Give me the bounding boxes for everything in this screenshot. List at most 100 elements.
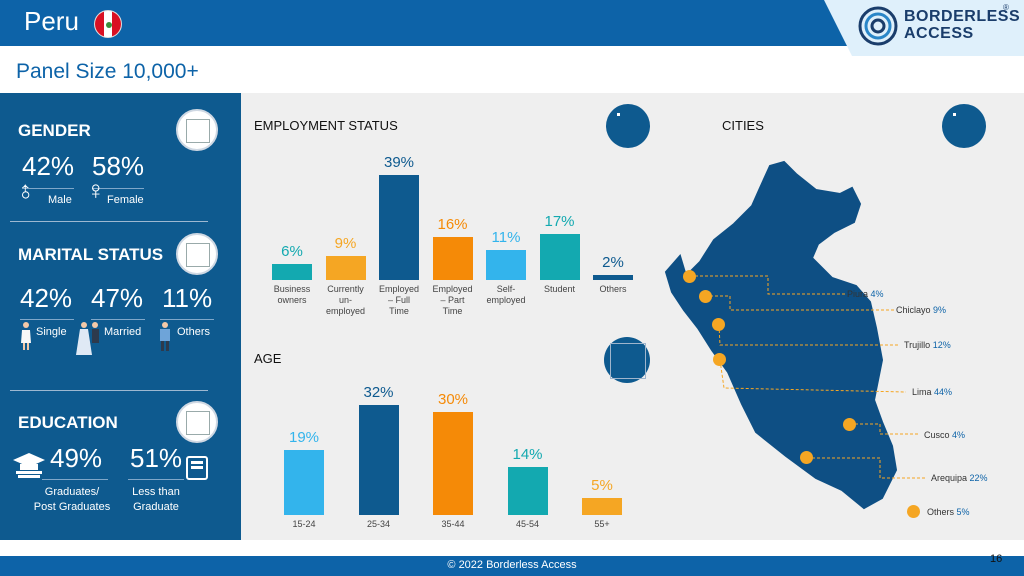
employment-image-placeholder — [606, 104, 650, 148]
employment-value-label: 39% — [383, 154, 415, 171]
city-dot-others — [907, 505, 920, 518]
age-category-label: 55+ — [594, 519, 610, 529]
others-label: Others — [177, 326, 211, 338]
age-category-label: 35-44 — [441, 519, 465, 529]
gender-image-placeholder — [176, 109, 218, 151]
city-label-trujillo: Trujillo 12% — [904, 340, 951, 350]
divider — [10, 221, 208, 222]
city-label-chiclayo: Chiclayo 9% — [896, 305, 947, 315]
age-category-label: 25-34 — [366, 519, 391, 529]
less-underline — [128, 479, 184, 480]
others-underline — [160, 319, 214, 320]
employment-value-label: 11% — [491, 229, 521, 246]
age-image-placeholder — [604, 337, 650, 383]
less-than-graduate-percent: 51% — [130, 443, 183, 473]
employment-value-label: 17% — [544, 213, 575, 230]
country-title: Peru — [24, 6, 79, 36]
employment-category-label: Student — [543, 284, 576, 294]
city-label-others: Others 5% — [927, 507, 970, 517]
graduates-percent: 49% — [50, 443, 103, 473]
employment-value-label: 2% — [602, 254, 624, 271]
married-percent: 47% — [91, 283, 144, 313]
age-chart-title: AGE — [254, 351, 282, 366]
female-percent: 58% — [92, 151, 145, 181]
others-person-icon — [160, 322, 170, 351]
graduation-cap-icon — [13, 453, 45, 478]
employment-category-label: Employed – Part Time — [432, 284, 473, 316]
employment-chart-title: EMPLOYMENT STATUS — [254, 118, 398, 133]
single-woman-icon — [21, 322, 31, 350]
city-dot-cusco — [843, 418, 856, 431]
city-label-lima: Lima 44% — [912, 387, 953, 397]
city-dot-chiclayo — [699, 290, 712, 303]
married-label: Married — [104, 326, 142, 338]
employment-category-label: Others — [599, 284, 627, 294]
age-value-label: 30% — [437, 391, 469, 408]
less-than-graduate-label: Less than Graduate — [132, 486, 180, 513]
employment-bar — [379, 175, 419, 280]
male-percent: 42% — [22, 151, 75, 181]
cities-title: CITIES — [722, 118, 764, 133]
cities-image-placeholder — [942, 104, 986, 148]
city-label-piura: Piura 4% — [847, 289, 884, 299]
education-image-placeholder — [176, 401, 218, 443]
single-underline — [20, 319, 74, 320]
single-percent: 42% — [20, 283, 73, 313]
employment-value-label: 9% — [334, 235, 357, 252]
education-title: EDUCATION — [18, 413, 118, 432]
logo-text: BORDERLESS ACCESS — [904, 8, 1021, 42]
registered-mark: ® — [1003, 3, 1009, 12]
age-value-label: 19% — [288, 429, 320, 446]
employment-bar — [486, 250, 526, 280]
marital-status-title: MARITAL STATUS — [18, 245, 164, 264]
employment-value-label: 16% — [437, 216, 468, 233]
age-bar — [507, 467, 548, 515]
city-dot-lima — [713, 353, 726, 366]
gender-title: GENDER — [18, 121, 91, 140]
city-dot-trujillo — [712, 318, 725, 331]
male-label: Male — [48, 194, 72, 206]
footer-bar — [0, 556, 1024, 576]
book-icon — [186, 456, 208, 480]
married-underline — [91, 319, 145, 320]
age-bar — [433, 412, 473, 515]
female-icon: ♀ — [86, 175, 106, 205]
peru-flag-icon — [94, 10, 122, 38]
female-underline — [92, 188, 144, 189]
city-dot-piura — [683, 270, 696, 283]
peru-map — [664, 160, 898, 510]
age-bar — [284, 450, 324, 515]
employment-category-label: Employed – Full Time — [378, 284, 420, 316]
employment-bar — [325, 256, 366, 280]
age-category-label: 15-24 — [292, 519, 316, 529]
female-label: Female — [107, 194, 144, 206]
age-category-label: 45-54 — [515, 519, 540, 529]
divider — [10, 390, 208, 391]
employment-value-label: 6% — [281, 243, 303, 260]
employment-category-label: Self-employed — [486, 284, 526, 305]
employment-bar — [593, 275, 633, 280]
logo-panel — [824, 0, 1024, 56]
city-label-cusco: Cusco 4% — [924, 430, 966, 440]
graduates-label: Graduates/Post Graduates — [33, 486, 111, 513]
city-label-arequipa: Arequipa 22% — [931, 473, 988, 483]
city-dot-arequipa — [800, 451, 813, 464]
employment-bar — [272, 264, 312, 280]
age-bar — [582, 498, 622, 515]
graduates-underline — [42, 479, 108, 480]
demographics-panel: GENDER 42% 58% ♂ ♀ Male Female MARITAL S… — [0, 93, 241, 540]
others-percent: 11% — [162, 283, 213, 313]
employment-category-label: Currently un-employed — [325, 284, 366, 316]
page-number: 16 — [990, 553, 1003, 565]
panel-size-title: Panel Size 10,000+ — [16, 60, 199, 83]
employment-bar — [432, 237, 473, 280]
borderless-access-logo-icon — [858, 6, 898, 46]
age-value-label: 5% — [591, 477, 613, 494]
age-bar — [358, 405, 399, 515]
male-underline — [22, 188, 74, 189]
copyright-text: © 2022 Borderless Access — [447, 559, 577, 571]
married-couple-icon — [76, 322, 99, 355]
employment-bar — [539, 234, 580, 280]
employment-category-label: Business owners — [273, 284, 311, 305]
